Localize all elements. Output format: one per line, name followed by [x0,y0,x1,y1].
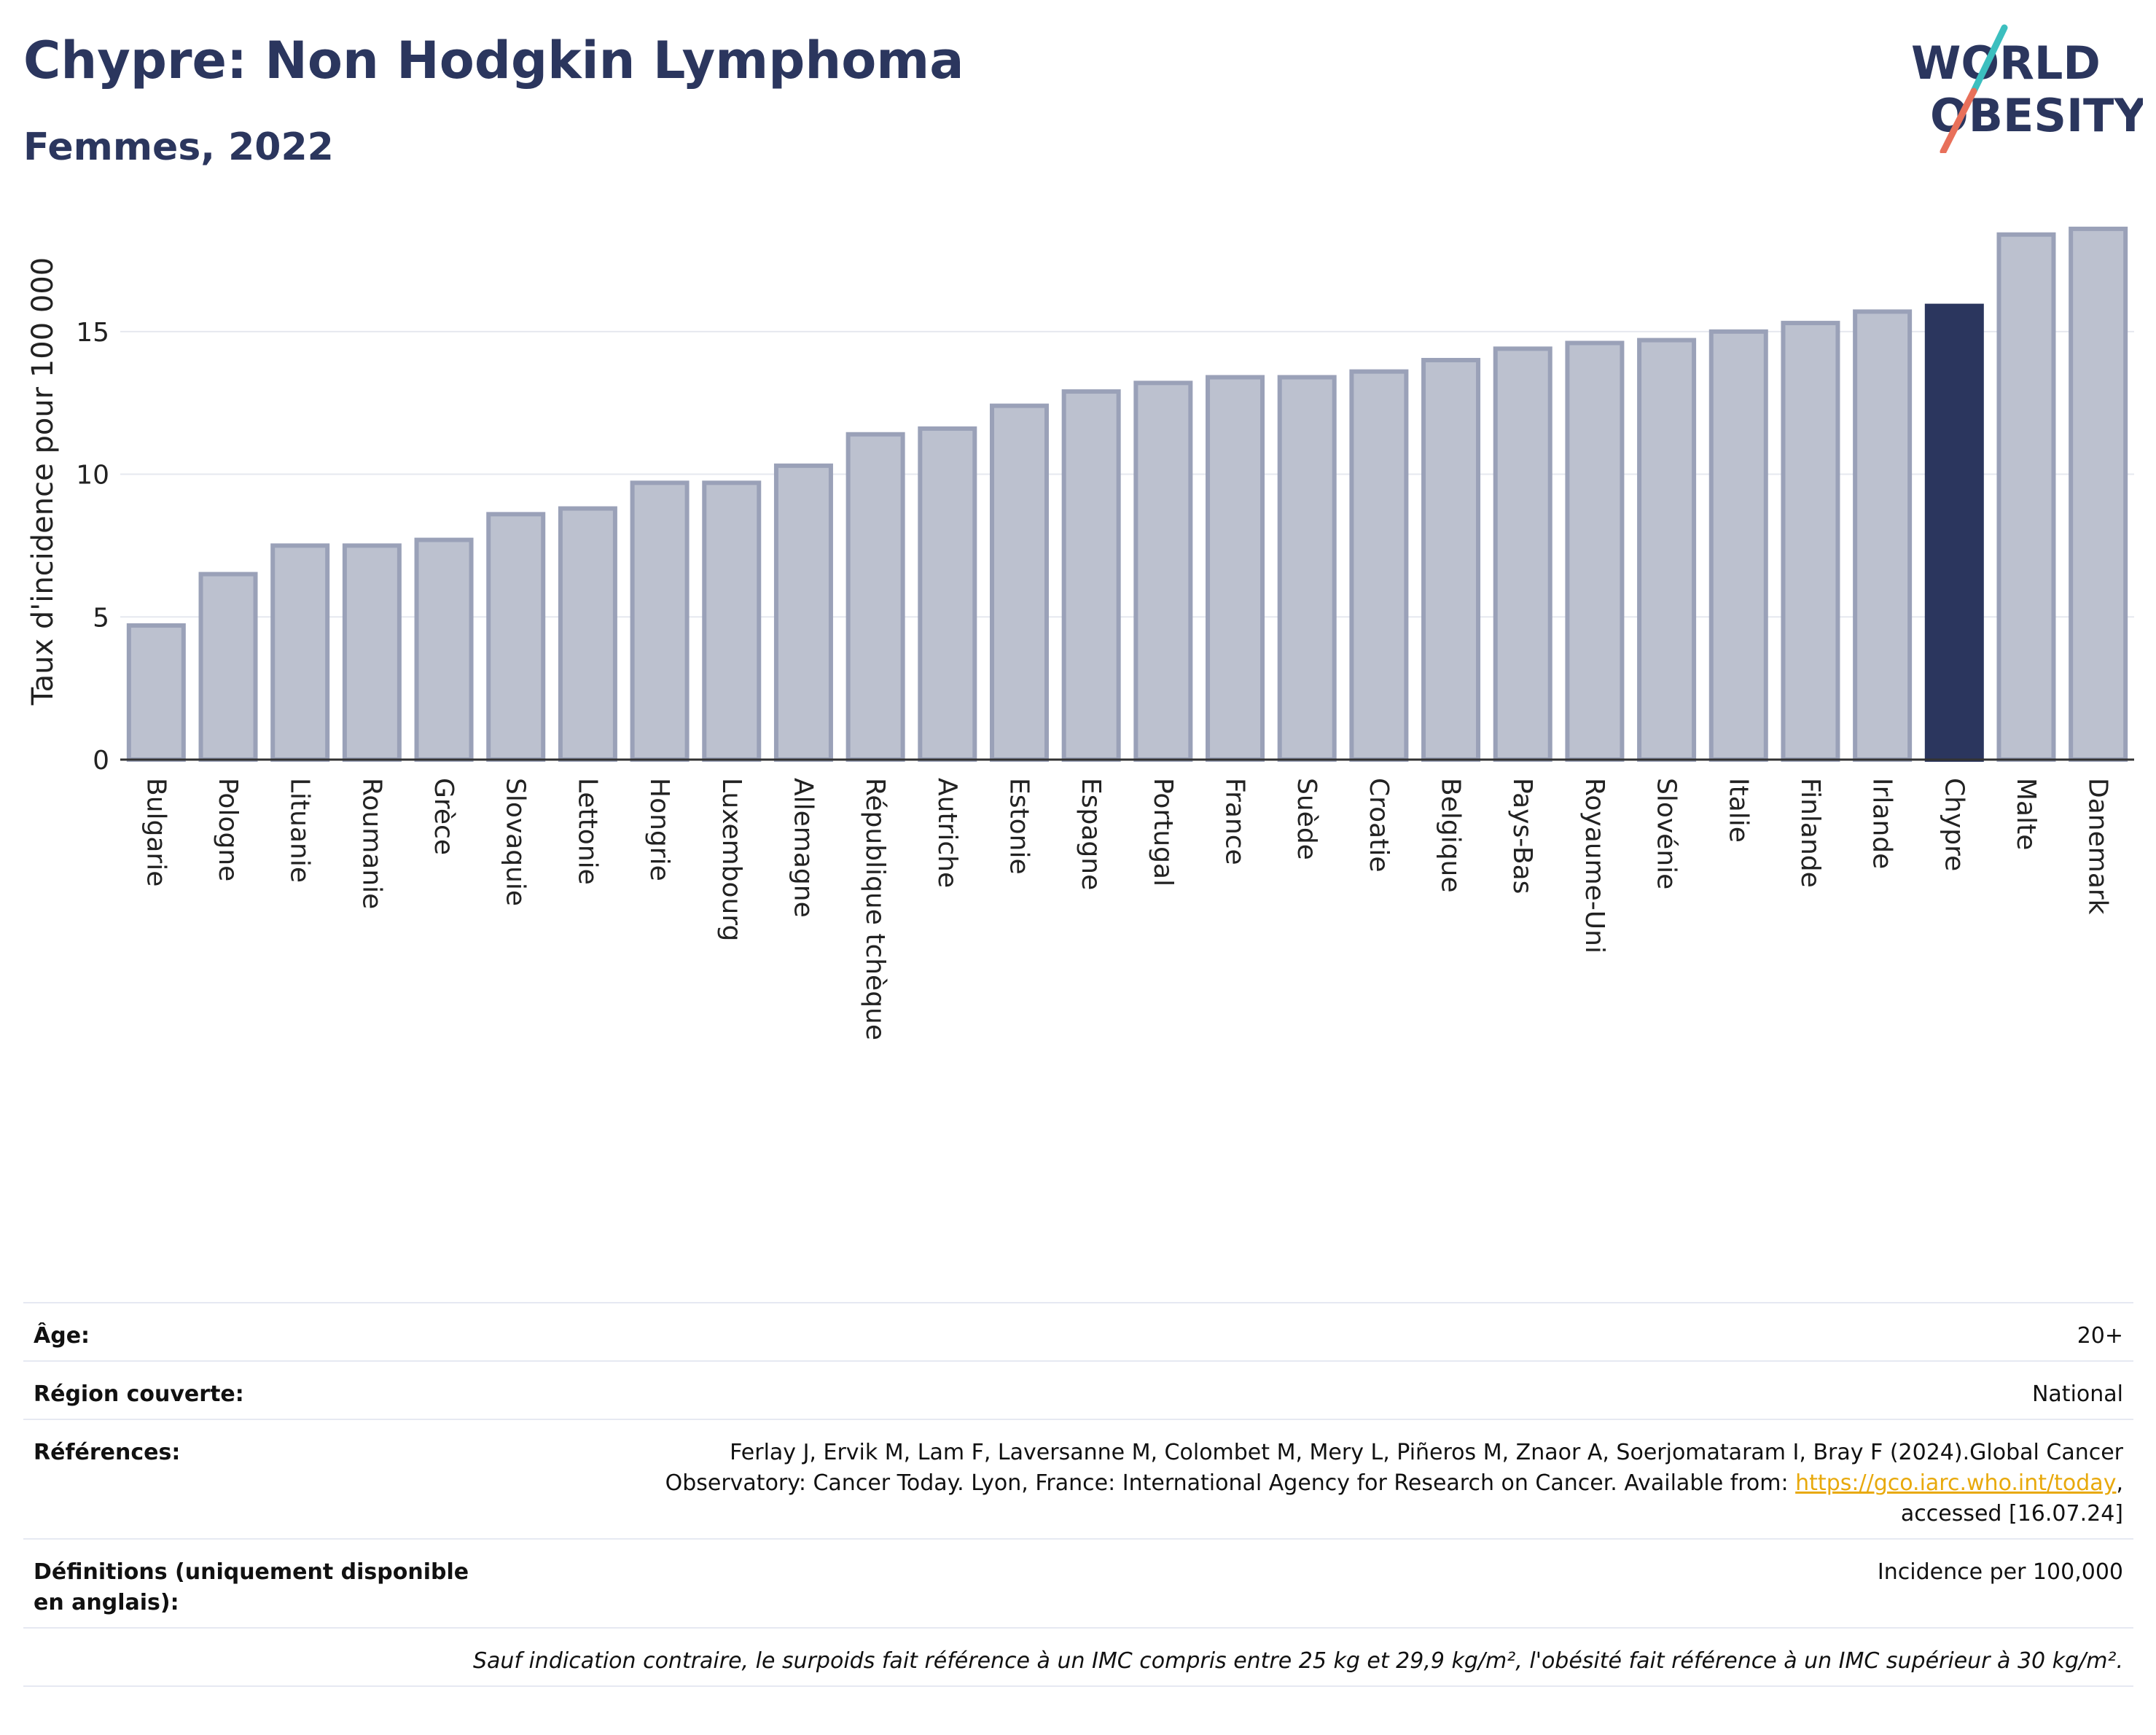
x-tick-label: Pologne [213,778,243,881]
bar-grèce [414,537,474,763]
bar-belgique [1421,357,1481,762]
bar-luxembourg [702,480,762,762]
y-axis-label: Taux d'incidence pour 100 000 [26,257,60,706]
x-tick-label: Luxembourg [716,778,746,941]
x-tick-label: Irlande [1867,778,1897,869]
x-tick-label: Hongrie [644,778,674,881]
info-row-definitions: Définitions (uniquement disponible en an… [23,1538,2133,1628]
x-tick-label: Slovaquie [501,778,531,906]
references-text-3: accessed [16.07.24] [1900,1501,2123,1527]
bar-italie [1708,329,1768,762]
x-tick-label: Roumanie [356,778,386,909]
bar-suède [1277,375,1337,762]
bar-roumanie [342,543,402,762]
age-value: 20+ [510,1302,2133,1361]
bar-chypre [1924,303,1984,763]
x-tick-labels: Bulgarie Pologne Lituanie Roumanie Grèce Slov… [141,778,2112,1040]
bar-bulgarie [126,623,186,762]
references-text-2: Observatory: Cancer Today. Lyon, France:… [665,1470,1789,1496]
x-tick-label: Royaume-Uni [1579,778,1609,954]
references-value: Ferlay J, Ervik M, Lam F, Laversanne M, … [510,1419,2133,1539]
x-tick-label: Autriche [932,778,962,888]
age-label: Âge: [23,1302,510,1361]
chart-title: Chypre: Non Hodgkin Lymphoma [23,31,964,90]
info-row-region: Région couverte: National [23,1360,2133,1419]
bar-estonie [989,403,1049,762]
x-tick-label: France [1220,778,1250,865]
x-tick-label: Danemark [2083,778,2113,915]
x-tick-label: Belgique [1436,778,1466,893]
bar-portugal [1133,381,1193,762]
x-tick-label: Pays-Bas [1507,778,1537,894]
info-row-note: Sauf indication contraire, le surpoids f… [23,1627,2133,1687]
bar-slovaquie [486,512,546,762]
y-tick-label: 0 [93,746,109,776]
x-tick-label: Malte [2011,778,2041,850]
bar-allemagne [773,463,833,762]
y-tick-label: 15 [76,318,109,348]
bar-royaume-uni [1565,340,1625,762]
x-tick-label: Slovénie [1652,778,1682,889]
y-tick-label: 10 [76,461,109,491]
logo-line-2: OBESITY [1930,89,2143,142]
bar-chart: Bulgarie Pologne Lituanie Roumanie Grèce Slov… [26,226,2134,1040]
x-tick-label: Chypre [1939,778,1969,871]
x-tick-label: Finlande [1795,778,1825,888]
bar-france [1206,375,1265,762]
logo-slash-coral [1940,87,1977,153]
chart-subtitle: Femmes, 2022 [23,125,334,169]
info-table: Âge: 20+ Région couverte: National Référ… [23,1302,2133,1687]
world-obesity-logo: WORLD OBESITY [1911,24,2143,153]
bar-république-tchèque [845,432,905,763]
bar-autriche [918,426,977,762]
bar-danemark [2069,226,2128,762]
bars [126,226,2128,763]
bar-irlande [1853,309,1913,762]
x-tick-label: Croatie [1364,778,1394,873]
y-tick-label: 5 [93,603,109,633]
x-tick-label: Espagne [1076,778,1106,890]
x-tick-label: Lettonie [572,778,602,885]
bar-malte [1996,232,2056,763]
x-tick-label: Estonie [1004,778,1034,875]
bar-lettonie [558,506,617,762]
bar-pologne [198,572,258,763]
bar-slovénie [1637,338,1697,763]
footnote: Sauf indication contraire, le surpoids f… [23,1627,2133,1687]
x-tick-label: Bulgarie [141,778,171,886]
bar-espagne [1061,389,1121,762]
x-tick-label: Grèce [429,778,458,855]
info-row-references: Références: Ferlay J, Ervik M, Lam F, La… [23,1419,2133,1539]
references-text-1: Ferlay J, Ervik M, Lam F, Laversanne M, … [730,1440,2123,1465]
region-label: Région couverte: [23,1360,510,1419]
x-tick-label: Italie [1723,778,1753,843]
bar-hongrie [630,480,690,762]
x-tick-label: Portugal [1148,778,1178,886]
definitions-label: Définitions (uniquement disponible en an… [23,1538,510,1628]
y-tick-labels: 0 5 10 15 [76,318,109,776]
bar-finlande [1781,321,1840,763]
bar-lituanie [270,543,330,762]
x-tick-label: République tchèque [860,778,890,1040]
bar-pays-bas [1493,346,1552,762]
region-value: National [510,1360,2133,1419]
x-tick-label: Allemagne [788,778,818,918]
logo-line-1: WORLD [1911,36,2101,90]
definitions-value: Incidence per 100,000 [510,1538,2133,1628]
info-row-age: Âge: 20+ [23,1302,2133,1361]
references-label: Références: [23,1419,510,1539]
logo-slash-teal [1970,24,2008,95]
references-link[interactable]: https://gco.iarc.who.int/today [1795,1470,2117,1496]
x-tick-label: Lituanie [285,778,315,883]
bar-croatie [1349,369,1409,762]
x-tick-label: Suède [1292,778,1321,860]
